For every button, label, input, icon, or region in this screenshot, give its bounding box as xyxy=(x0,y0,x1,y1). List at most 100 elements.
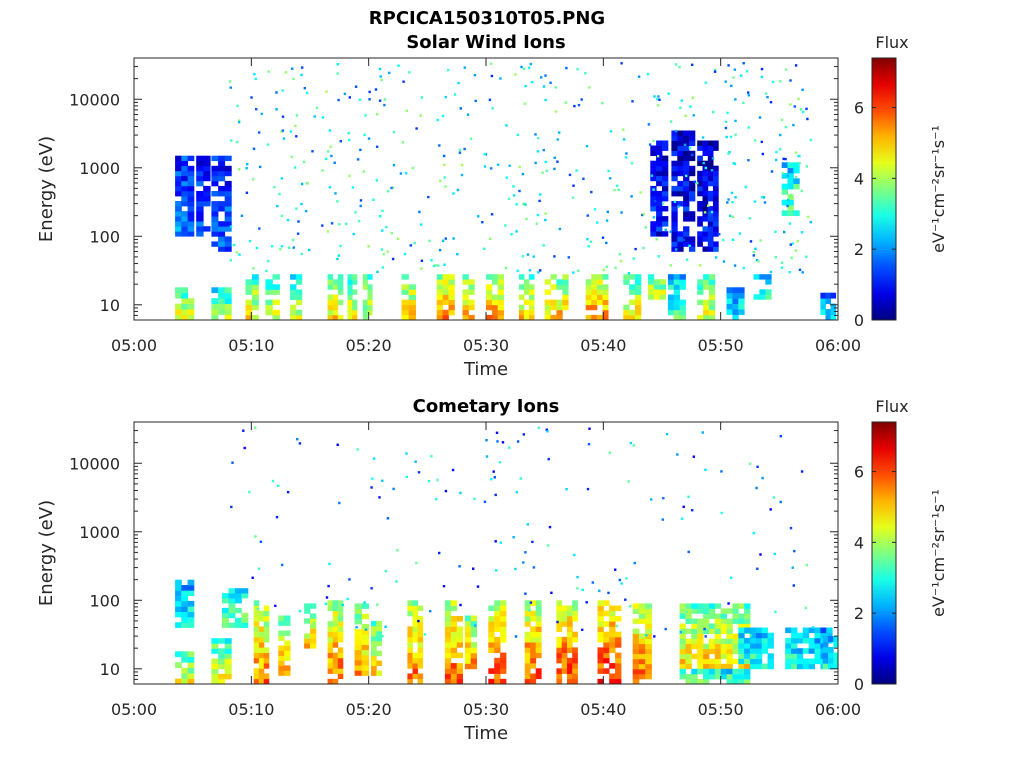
y-tick-label: 10 xyxy=(100,296,120,315)
burst-24 xyxy=(697,140,719,252)
colorbar-tick-label: 2 xyxy=(854,240,864,259)
colorbar-title: Flux xyxy=(875,397,908,416)
burst-13 xyxy=(488,600,507,684)
y-tick-label: 10 xyxy=(100,660,120,679)
burst-16 xyxy=(544,274,569,320)
burst-17 xyxy=(585,274,609,320)
burst-27 xyxy=(781,162,800,216)
colorbar-frame xyxy=(871,57,897,321)
burst-5 xyxy=(245,274,259,320)
y-axis: 10 100 1000 10000 xyxy=(69,57,838,321)
burst-3 xyxy=(222,588,249,628)
burst-22 xyxy=(822,636,838,670)
heatmap-cells xyxy=(175,426,838,684)
burst-4 xyxy=(211,155,232,252)
y-axis-label: Energy (eV) xyxy=(36,500,57,606)
burst-26 xyxy=(753,274,772,300)
panel-title: Cometary Ions xyxy=(413,396,560,417)
burst-17 xyxy=(632,603,652,684)
y-tick-label: 1000 xyxy=(79,523,120,542)
heatmap-cells xyxy=(175,62,837,320)
burst-3 xyxy=(211,287,232,320)
x-tick-label: 05:30 xyxy=(463,336,509,355)
burst-13 xyxy=(462,274,475,320)
burst-0 xyxy=(175,287,195,320)
x-axis: 05:00 05:10 05:20 05:30 05:40 05:50 06:00 xyxy=(111,58,861,355)
burst-19 xyxy=(647,274,666,300)
burst-18 xyxy=(623,274,642,320)
panel-title: Solar Wind Ions xyxy=(406,32,565,53)
x-tick-label: 05:10 xyxy=(228,700,274,719)
x-tick-label: 06:00 xyxy=(815,700,861,719)
burst-28 xyxy=(820,292,837,320)
colorbar-gradient xyxy=(872,422,896,684)
y-tick-label: 10000 xyxy=(69,454,120,473)
burst-6 xyxy=(304,603,317,649)
burst-9 xyxy=(371,620,382,676)
noise-pixels xyxy=(228,62,812,275)
burst-20 xyxy=(650,140,669,237)
x-tick-label: 06:00 xyxy=(815,336,861,355)
figure-title: RPCICA150310T05.PNG xyxy=(369,8,605,29)
burst-12 xyxy=(436,274,455,320)
plot-frame xyxy=(133,57,839,321)
burst-7 xyxy=(290,274,303,320)
burst-5 xyxy=(278,615,291,676)
burst-7 xyxy=(327,600,344,684)
colorbar-gradient xyxy=(872,58,896,320)
x-tick-label: 05:30 xyxy=(463,700,509,719)
colorbar-frame xyxy=(871,421,897,685)
burst-11 xyxy=(444,600,463,684)
panel-solar-wind-ions: 05:00 05:10 05:20 05:30 05:40 05:50 06:00 10 100… xyxy=(36,32,948,380)
y-tick-label: 1000 xyxy=(79,159,120,178)
burst-11 xyxy=(401,274,416,320)
burst-23 xyxy=(697,274,716,320)
panel-cometary-ions: 05:00 05:10 05:20 05:30 05:40 05:50 06:00 10 100… xyxy=(36,396,948,744)
burst-10 xyxy=(362,274,373,320)
x-tick-label: 05:40 xyxy=(580,336,626,355)
y-tick-label: 10000 xyxy=(69,90,120,109)
burst-25 xyxy=(726,287,745,320)
burst-14 xyxy=(524,600,542,684)
burst-8 xyxy=(327,274,344,320)
y-tick-label: 100 xyxy=(89,591,120,610)
x-tick-label: 05:50 xyxy=(698,700,744,719)
y-axis-label: Energy (eV) xyxy=(36,136,57,242)
x-tick-label: 05:10 xyxy=(228,336,274,355)
noise-pixels xyxy=(230,426,815,638)
x-tick-label: 05:00 xyxy=(111,336,157,355)
y-tick-label: 100 xyxy=(89,227,120,246)
colorbar-tick-label: 4 xyxy=(854,533,864,552)
x-tick-label: 05:50 xyxy=(698,336,744,355)
burst-19 xyxy=(679,668,751,684)
burst-8 xyxy=(354,603,369,676)
burst-15 xyxy=(556,600,578,684)
colorbar-tick-label: 6 xyxy=(854,99,864,118)
burst-14 xyxy=(486,274,504,320)
colorbar-unit-label: eV⁻¹cm⁻²sr⁻¹s⁻¹ xyxy=(929,489,948,617)
burst-9 xyxy=(347,274,358,320)
burst-6 xyxy=(265,274,280,320)
burst-15 xyxy=(518,274,535,320)
colorbar-tick-label: 2 xyxy=(854,604,864,623)
colorbar-tick-label: 0 xyxy=(854,675,864,694)
burst-4 xyxy=(253,600,270,684)
burst-12 xyxy=(464,615,477,670)
burst-21 xyxy=(667,274,686,320)
colorbar: 0 2 4 6 Flux eV⁻¹cm⁻²sr⁻¹s⁻¹ xyxy=(854,33,948,330)
burst-10 xyxy=(407,600,424,684)
burst-2 xyxy=(211,638,232,684)
colorbar: 0 2 4 6 Flux eV⁻¹cm⁻²sr⁻¹s⁻¹ xyxy=(854,397,948,694)
colorbar-tick-label: 0 xyxy=(854,311,864,330)
y-axis: 10 100 1000 10000 xyxy=(69,421,838,685)
x-tick-label: 05:40 xyxy=(580,700,626,719)
burst-22 xyxy=(671,130,696,252)
colorbar-tick-label: 4 xyxy=(854,169,864,188)
x-tick-label: 05:00 xyxy=(111,700,157,719)
burst-0 xyxy=(175,651,195,684)
x-axis-label: Time xyxy=(463,359,508,380)
burst-2 xyxy=(196,155,211,237)
x-tick-label: 05:20 xyxy=(346,336,392,355)
burst-20 xyxy=(738,627,774,670)
